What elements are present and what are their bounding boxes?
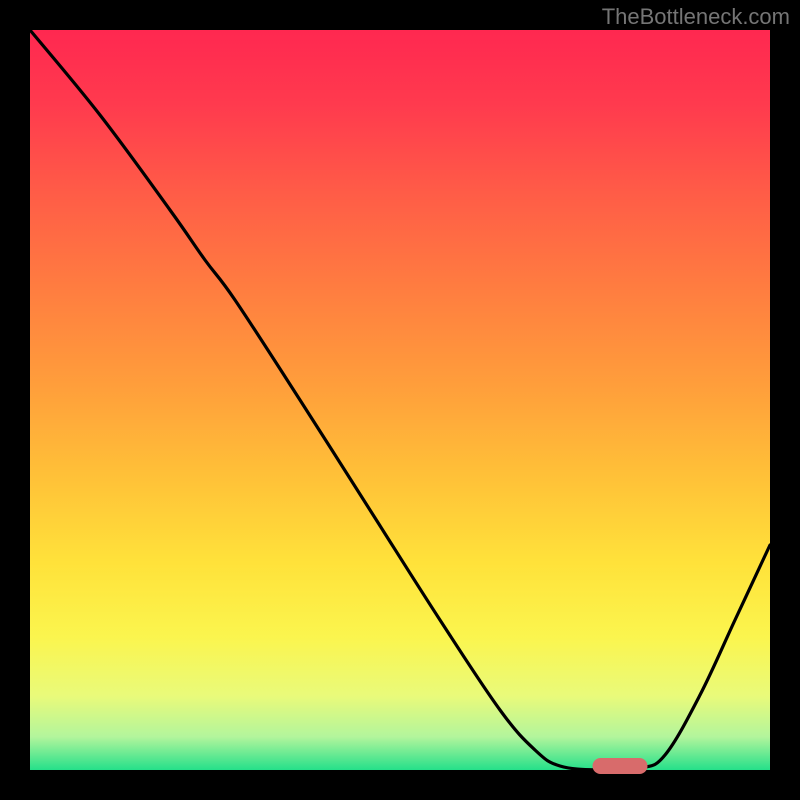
optimal-point-marker [593, 758, 648, 774]
chart-container: TheBottleneck.com [0, 0, 800, 800]
bottleneck-curve-chart [0, 0, 800, 800]
watermark-label: TheBottleneck.com [602, 4, 790, 30]
chart-plot-area [30, 30, 770, 770]
